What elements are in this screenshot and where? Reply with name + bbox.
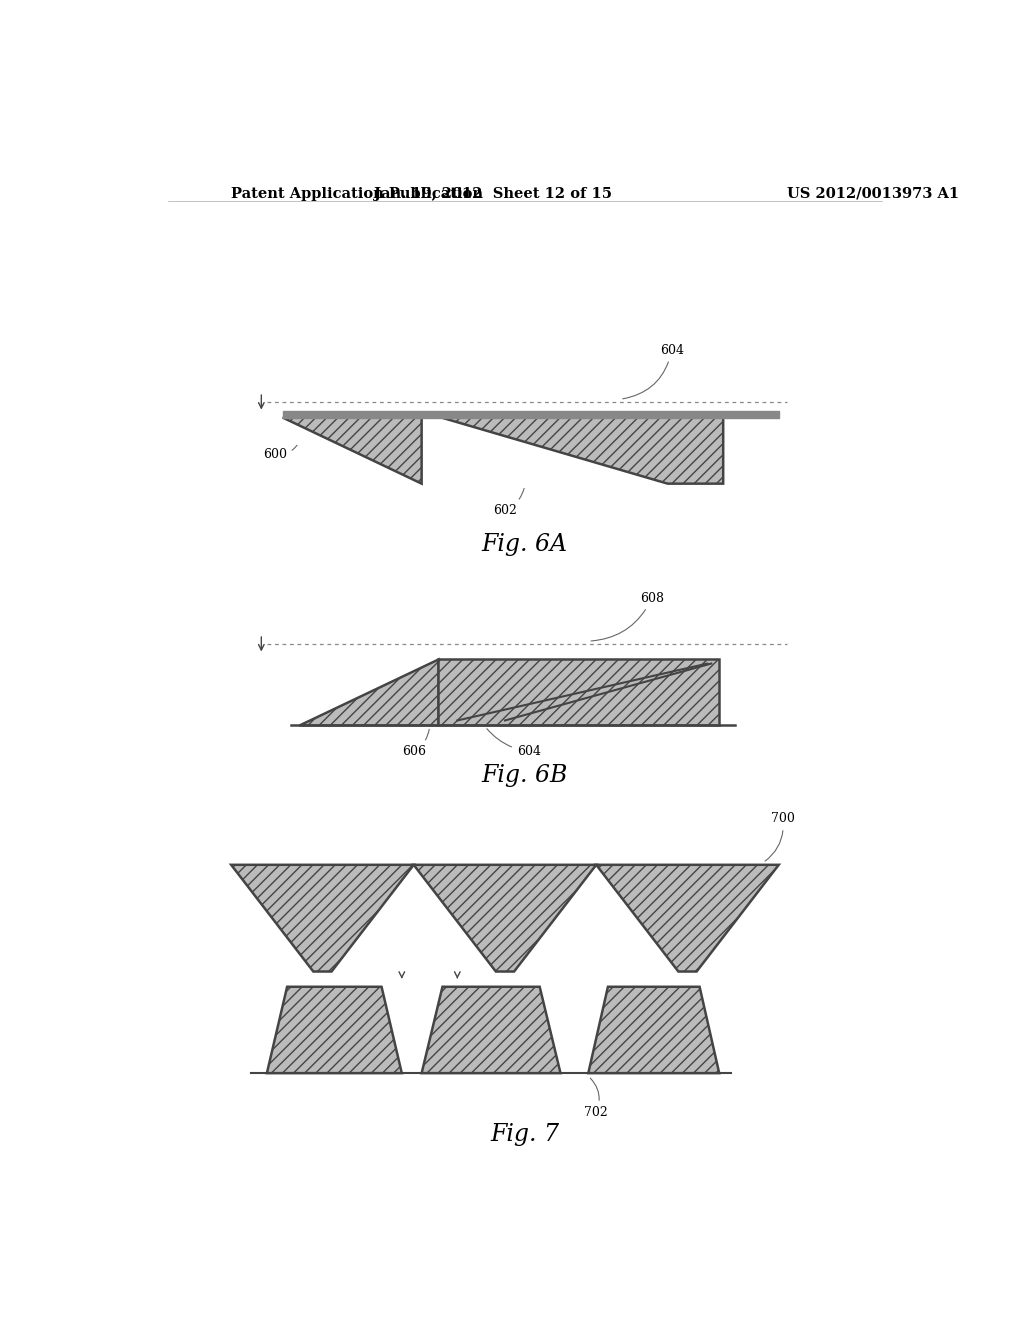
Polygon shape bbox=[414, 865, 596, 972]
Text: 702: 702 bbox=[585, 1078, 608, 1119]
Polygon shape bbox=[422, 987, 560, 1073]
Text: Fig. 6B: Fig. 6B bbox=[481, 764, 568, 787]
Polygon shape bbox=[596, 865, 778, 972]
Polygon shape bbox=[231, 865, 414, 972]
Text: Fig. 6A: Fig. 6A bbox=[482, 533, 567, 556]
Text: 604: 604 bbox=[486, 729, 541, 758]
Text: Jan. 19, 2012  Sheet 12 of 15: Jan. 19, 2012 Sheet 12 of 15 bbox=[374, 187, 612, 201]
Polygon shape bbox=[441, 417, 723, 483]
Polygon shape bbox=[267, 987, 401, 1073]
Polygon shape bbox=[437, 660, 719, 725]
Text: 606: 606 bbox=[401, 730, 429, 758]
Text: Fig. 7: Fig. 7 bbox=[490, 1122, 559, 1146]
Text: 604: 604 bbox=[623, 343, 684, 399]
Text: 608: 608 bbox=[591, 591, 664, 642]
Polygon shape bbox=[299, 660, 437, 725]
Text: Patent Application Publication: Patent Application Publication bbox=[231, 187, 483, 201]
Text: 602: 602 bbox=[494, 488, 524, 517]
Polygon shape bbox=[588, 987, 719, 1073]
Polygon shape bbox=[283, 417, 422, 483]
Text: 700: 700 bbox=[765, 812, 795, 861]
Text: US 2012/0013973 A1: US 2012/0013973 A1 bbox=[786, 187, 958, 201]
Text: 600: 600 bbox=[263, 445, 297, 461]
